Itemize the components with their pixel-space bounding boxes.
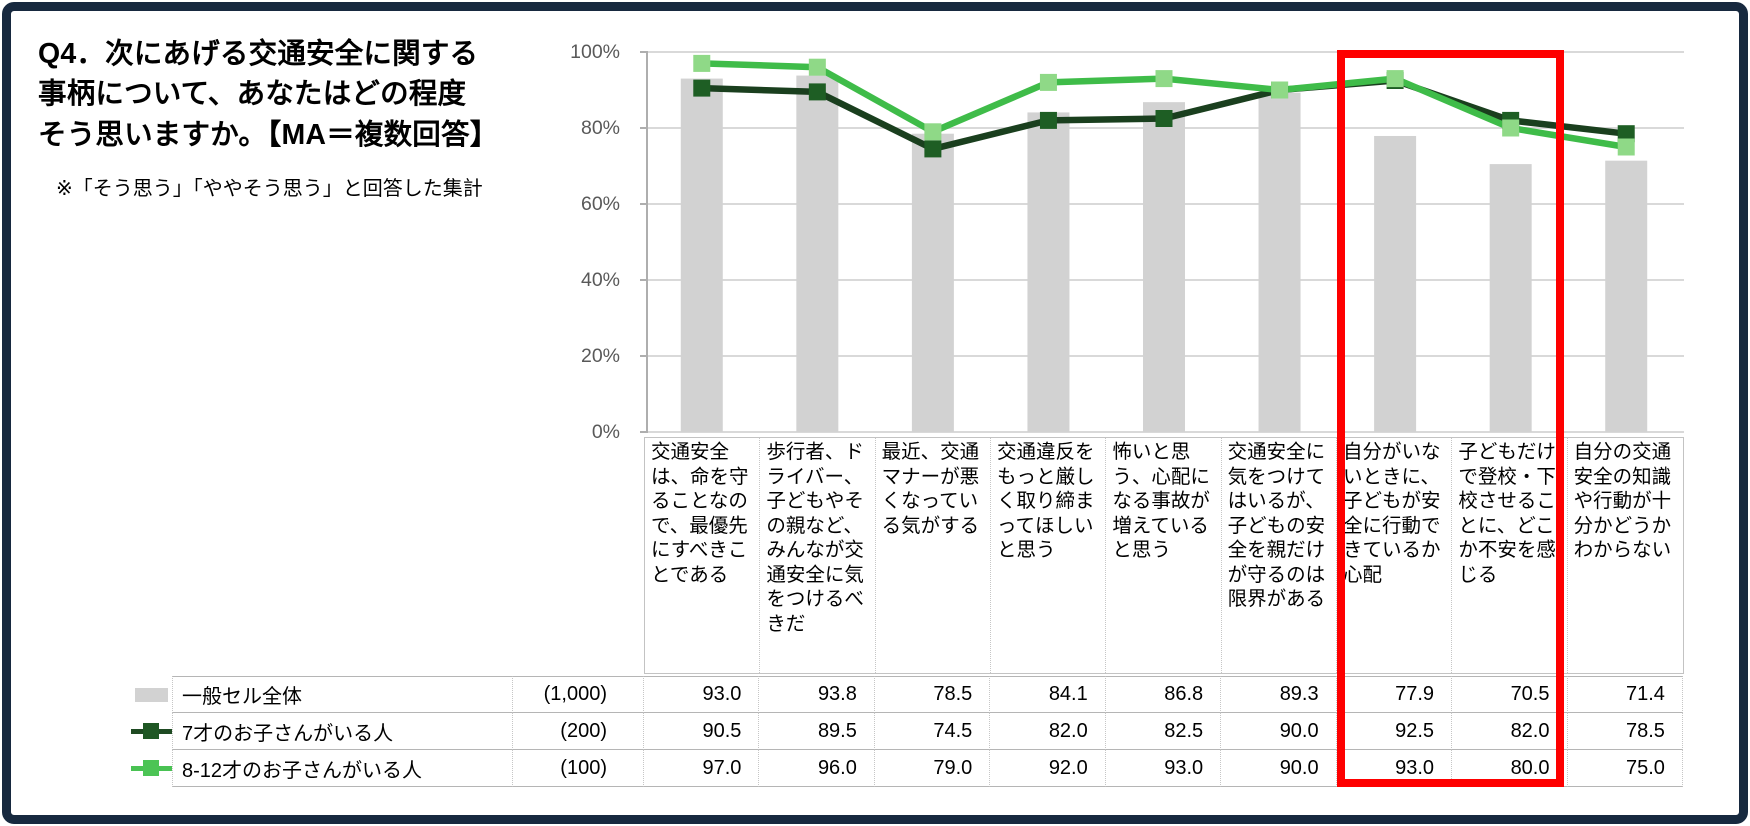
category-label: 怖いと思う、心配になる事故が増えていると思う	[1106, 438, 1222, 673]
value-cell: 90.0	[1221, 750, 1337, 787]
bar	[1489, 164, 1532, 432]
value-cell: 90.5	[644, 713, 760, 750]
line-marker	[1617, 125, 1635, 143]
value-cell: 75.0	[1567, 750, 1683, 787]
y-axis-tick-label: 100%	[570, 41, 620, 63]
value-cell: 82.5	[1105, 713, 1222, 750]
line-marker	[1386, 72, 1404, 89]
chart-title: Q4．次にあげる交通安全に関する事柄について、あなたはどの程度そう思いますか。【…	[38, 38, 499, 151]
value-cell: 92.5	[1336, 713, 1453, 750]
value-cell: 89.3	[1221, 676, 1337, 713]
value-cell: 97.0	[644, 750, 760, 787]
value-cell: 71.4	[1567, 676, 1683, 713]
value-cell: 84.1	[990, 676, 1106, 713]
line-marker	[1502, 111, 1520, 129]
category-label: 歩行者、ドライバー、子どもやその親など、みんなが交通安全に気をつけるべきだ	[760, 438, 876, 673]
line-swatch-icon	[131, 760, 172, 777]
line-marker	[1386, 70, 1404, 88]
y-axis-tick-label: 20%	[580, 345, 620, 367]
value-cell: 77.9	[1336, 676, 1453, 713]
line-series	[701, 60, 1627, 151]
series-base-count: (1,000)	[513, 676, 644, 713]
value-cell: 78.5	[874, 676, 991, 713]
line-marker	[924, 123, 942, 141]
series-base-count: (200)	[513, 713, 644, 750]
value-cell: 96.0	[759, 750, 875, 787]
category-label: 交通安全に気をつけてはいるが、子どもの安全を親だけが守るのは限界がある	[1222, 438, 1337, 673]
line-marker	[808, 58, 826, 76]
line-marker	[1502, 119, 1520, 137]
value-cell: 92.0	[990, 750, 1106, 787]
value-cell: 93.0	[1336, 750, 1453, 787]
legend-bar-swatch	[131, 676, 172, 713]
value-cell: 93.8	[759, 676, 875, 713]
category-label: 最近、交通マナーが悪くなっている気がする	[876, 438, 991, 673]
category-label: 自分がいないときに、子どもが安全に行動できているか心配	[1337, 438, 1453, 673]
bar	[1143, 102, 1185, 432]
value-cell: 82.0	[990, 713, 1106, 750]
line-marker	[693, 54, 711, 72]
line-marker	[1155, 110, 1173, 127]
bar	[796, 75, 839, 432]
y-axis-tick-label: 80%	[580, 117, 620, 139]
bar	[911, 133, 954, 432]
data-table: 一般セル全体 (1,000) 93.0 93.8 78.5 84.1 86.8 89.3 77.…	[131, 676, 1683, 787]
value-cell: 80.0	[1452, 750, 1568, 787]
line-marker	[693, 79, 711, 97]
category-header-row: 交通安全は、命を守ることなので、最優先にすべきことである 歩行者、ドライバー、子ど…	[644, 437, 1684, 674]
bar	[680, 78, 723, 432]
series-base-count: (100)	[513, 750, 644, 787]
y-axis-tick-label: 60%	[580, 193, 620, 215]
series-label: 8-12才のお子さんがいる人	[172, 750, 513, 787]
value-cell: 86.8	[1105, 676, 1222, 713]
category-label: 交通違反をもっと厳しく取り締まってほしいと思う	[991, 438, 1107, 673]
bar	[1374, 135, 1417, 433]
legend-line-swatch	[131, 713, 172, 750]
value-cell: 90.0	[1221, 713, 1337, 750]
line-series	[701, 77, 1627, 153]
category-label: 自分の交通安全の知識や行動が十分かどうかわからない	[1573, 441, 1672, 562]
table-row: 一般セル全体 (1,000) 93.0 93.8 78.5 84.1 86.8 89.3 77.…	[131, 676, 1683, 713]
bar-swatch-icon	[135, 687, 168, 702]
line-marker	[1039, 73, 1057, 91]
line-swatch-marker	[143, 760, 159, 776]
bar	[1605, 160, 1648, 432]
line-marker	[1039, 111, 1057, 129]
value-cell: 82.0	[1452, 713, 1568, 750]
y-axis-tick-label: 40%	[580, 269, 620, 291]
bar	[1027, 112, 1070, 433]
value-cell: 70.5	[1452, 676, 1568, 713]
line-marker	[1271, 81, 1289, 99]
value-cell: 74.5	[874, 713, 991, 750]
value-cell: 79.0	[874, 750, 991, 787]
category-label: 子どもだけで登校・下校させることに、どこか不安を感じる	[1452, 438, 1568, 673]
line-swatch-icon	[131, 723, 172, 740]
table-row: 7才のお子さんがいる人 (200) 90.5 89.5 74.5 82.0 82.5 90.0…	[131, 713, 1683, 750]
line-marker	[808, 83, 826, 101]
line-marker	[924, 140, 942, 158]
y-axis-tick-label: 0%	[591, 421, 620, 443]
chart-note: ※「そう思う」「ややそう思う」と回答した集計	[56, 178, 483, 200]
bar	[1258, 92, 1301, 432]
line-marker	[1155, 70, 1173, 88]
legend-line-swatch	[131, 750, 172, 787]
line-marker	[1617, 138, 1635, 156]
category-label: 交通安全は、命を守ることなので、最優先にすべきことである	[645, 438, 761, 673]
value-cell: 93.0	[1105, 750, 1222, 787]
line-marker	[1271, 81, 1289, 99]
table-row: 8-12才のお子さんがいる人 (100) 97.0 96.0 79.0 92.0 93.0 9…	[131, 750, 1683, 787]
line-swatch-marker	[143, 723, 159, 739]
value-cell: 89.5	[759, 713, 875, 750]
value-cell: 93.0	[644, 676, 760, 713]
series-label: 7才のお子さんがいる人	[172, 713, 513, 750]
series-label: 一般セル全体	[172, 676, 513, 713]
value-cell: 78.5	[1567, 713, 1683, 750]
